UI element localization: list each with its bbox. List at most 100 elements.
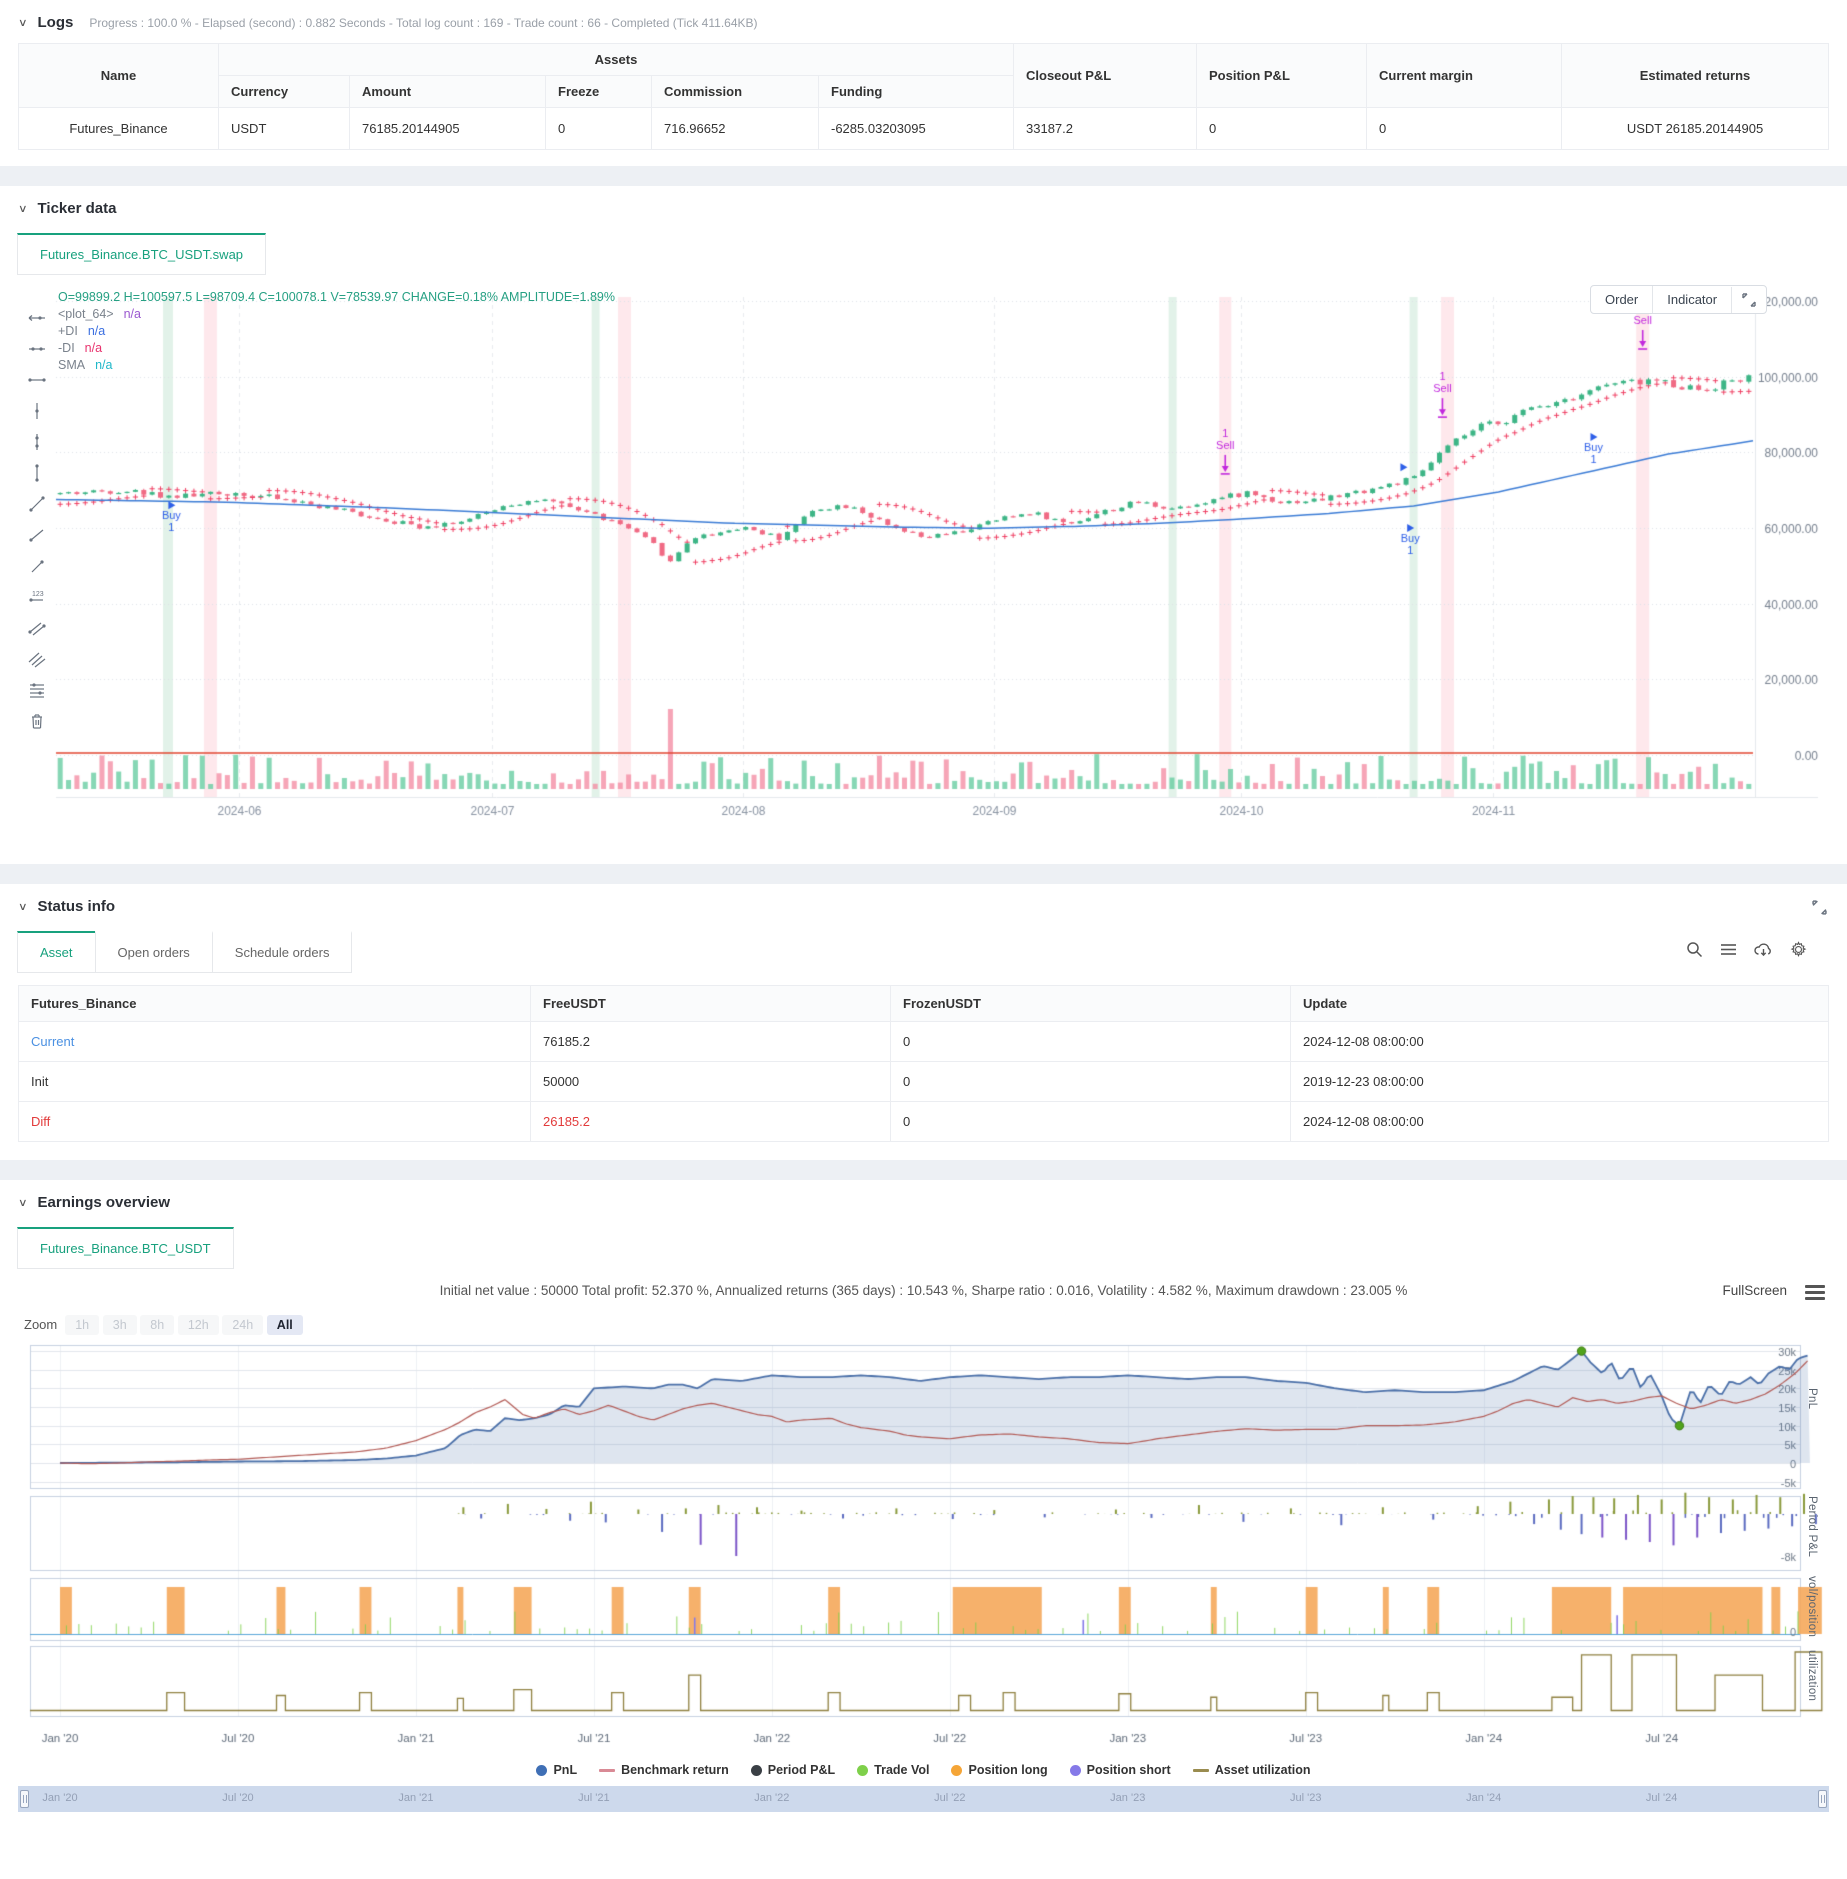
indicator-label: <plot_64> <box>58 307 114 321</box>
ticker-collapse-chevron-icon[interactable]: ∨ <box>18 202 28 215</box>
vline-dot-icon[interactable] <box>26 400 48 422</box>
search-icon[interactable] <box>1686 941 1703 958</box>
zoom-button-all[interactable]: All <box>266 1315 303 1335</box>
axis-label-pnl: PnL <box>1806 1388 1818 1410</box>
col-header-name: Name <box>18 43 219 108</box>
axis-label-period: Period P&L <box>1806 1496 1818 1558</box>
status-section: ∨ Status info Asset Open orders Schedule… <box>0 884 1847 1160</box>
indicator-button[interactable]: Indicator <box>1652 286 1731 313</box>
vline-range-icon[interactable] <box>26 462 48 484</box>
table-row: Current 76185.2 0 2024-12-08 08:00:00 <box>18 1021 1829 1062</box>
cell-current-margin: 0 <box>1366 107 1562 150</box>
legend-item-benchmark-return[interactable]: Benchmark return <box>599 1763 729 1777</box>
navigator-tick-label: Jul '23 <box>1289 1792 1322 1804</box>
circle-marker-icon <box>750 1764 762 1776</box>
cloud-download-icon[interactable] <box>1754 941 1773 958</box>
navigator-left-handle[interactable] <box>20 1790 29 1808</box>
legend-item-asset-utilization[interactable]: Asset utilization <box>1192 1763 1311 1777</box>
hline-dots-icon[interactable] <box>26 338 48 360</box>
indicator-value: n/a <box>84 341 103 355</box>
status-col-frozen: FrozenUSDT <box>890 985 1291 1022</box>
hline-arrow-icon[interactable] <box>26 307 48 329</box>
vline-dots-icon[interactable] <box>26 431 48 453</box>
legend-item-position-long[interactable]: Position long <box>951 1763 1048 1777</box>
numbers-icon[interactable]: 123 <box>26 586 48 608</box>
tab-asset[interactable]: Asset <box>17 931 96 973</box>
tab-schedule-orders[interactable]: Schedule orders <box>211 931 353 973</box>
logs-section: ∨ Logs Progress : 100.0 % - Elapsed (sec… <box>0 0 1847 166</box>
navigator-tick-label: Jan '24 <box>1466 1792 1502 1804</box>
parallel3-icon[interactable] <box>26 648 48 670</box>
indicator-row: <plot_64> n/a <box>58 306 615 323</box>
indicator-row: SMA n/a <box>58 357 615 374</box>
status-update-value: 2024-12-08 08:00:00 <box>1290 1101 1829 1142</box>
status-table: Futures_Binance FreeUSDT FrozenUSDT Upda… <box>18 985 1829 1142</box>
indicator-label: +DI <box>58 324 78 338</box>
indicator-value: n/a <box>87 324 106 338</box>
col-header-currency: Currency <box>218 75 350 108</box>
table-row: Diff 26185.2 0 2024-12-08 08:00:00 <box>18 1101 1829 1142</box>
navigator-right-handle[interactable] <box>1818 1790 1827 1808</box>
hline-range-icon[interactable] <box>26 369 48 391</box>
circle-marker-icon <box>1069 1764 1081 1776</box>
earnings-title: Earnings overview <box>37 1194 171 1211</box>
status-collapse-chevron-icon[interactable]: ∨ <box>18 900 28 913</box>
earnings-collapse-chevron-icon[interactable]: ∨ <box>18 1196 28 1209</box>
earnings-section: ∨ Earnings overview Futures_Binance.BTC_… <box>0 1180 1847 1824</box>
cell-closeout-pnl: 33187.2 <box>1013 107 1197 150</box>
navigator-tick-label: Jul '24 <box>1645 1792 1678 1804</box>
status-row-label[interactable]: Current <box>18 1021 531 1062</box>
status-col-update: Update <box>1290 985 1829 1022</box>
status-update-value: 2019-12-23 08:00:00 <box>1290 1061 1829 1102</box>
indicator-value: n/a <box>123 307 141 321</box>
col-header-position-pnl: Position P&L <box>1196 43 1367 108</box>
trend-icon[interactable] <box>26 493 48 515</box>
status-expand-icon[interactable] <box>1812 900 1827 920</box>
parallel-icon[interactable] <box>26 617 48 639</box>
navigator-tick-label: Jan '23 <box>1110 1792 1146 1804</box>
navigator-tick-label: Jul '22 <box>934 1792 966 1804</box>
zoom-button-8h: 8h <box>140 1315 175 1335</box>
tab-ticker-symbol[interactable]: Futures_Binance.BTC_USDT.swap <box>17 233 267 275</box>
fib-icon[interactable] <box>26 679 48 701</box>
legend-item-trade-vol[interactable]: Trade Vol <box>857 1763 929 1777</box>
cell-freeze: 0 <box>545 107 652 150</box>
range-navigator[interactable]: Jan '20 Jul '20 Jan '21 Jul '21 Jan '22 Jul '… <box>18 1786 1829 1812</box>
tab-open-orders[interactable]: Open orders <box>94 931 213 973</box>
candlestick-canvas[interactable] <box>18 279 1829 824</box>
col-header-commission: Commission <box>651 75 819 108</box>
earnings-legend: PnL Benchmark return Period P&L Trade Vol Po… <box>0 1758 1847 1782</box>
trend2-icon[interactable] <box>26 524 48 546</box>
cell-estimated-returns: USDT 26185.20144905 <box>1561 107 1829 150</box>
gear-icon[interactable] <box>1790 941 1807 958</box>
zoom-button-1h: 1h <box>65 1315 100 1335</box>
zoom-button-24h: 24h <box>222 1315 264 1335</box>
list-icon[interactable] <box>1720 941 1737 958</box>
chart-menu-icon[interactable] <box>1805 1285 1825 1303</box>
legend-item-position-short[interactable]: Position short <box>1069 1763 1171 1777</box>
status-free-value: 76185.2 <box>530 1021 891 1062</box>
fullscreen-button[interactable]: FullScreen <box>1722 1283 1787 1298</box>
tab-earnings-symbol[interactable]: Futures_Binance.BTC_USDT <box>17 1227 234 1269</box>
navigator-tick-label: Jan '20 <box>42 1792 78 1804</box>
axis-label-util: utilization <box>1806 1650 1818 1702</box>
ohlc-readout: O=99899.2 H=100597.5 L=98709.4 C=100078.… <box>58 290 615 304</box>
col-header-amount: Amount <box>349 75 546 108</box>
legend-item-period-p-l[interactable]: Period P&L <box>750 1763 835 1777</box>
chart-mode-switch: Order Indicator <box>1590 285 1768 314</box>
chart-expand-icon[interactable] <box>1731 286 1766 313</box>
legend-item-pnl[interactable]: PnL <box>536 1763 577 1777</box>
table-row: Futures_Binance USDT 76185.20144905 0 71… <box>18 107 1829 150</box>
earnings-stats: Initial net value : 50000 Total profit: … <box>439 1283 1408 1298</box>
cell-name: Futures_Binance <box>18 107 219 150</box>
navigator-tick-label: Jan '21 <box>398 1792 434 1804</box>
navigator-tick-label: Jul '20 <box>222 1792 254 1804</box>
trash-icon[interactable] <box>26 710 48 732</box>
earnings-canvas[interactable] <box>18 1338 1829 1758</box>
status-free-value: 50000 <box>530 1061 891 1102</box>
logs-collapse-chevron-icon[interactable]: ∨ <box>18 16 28 29</box>
order-button[interactable]: Order <box>1605 292 1639 307</box>
trend3-icon[interactable] <box>26 555 48 577</box>
circle-marker-icon <box>857 1764 869 1776</box>
status-free-value: 26185.2 <box>530 1101 891 1142</box>
